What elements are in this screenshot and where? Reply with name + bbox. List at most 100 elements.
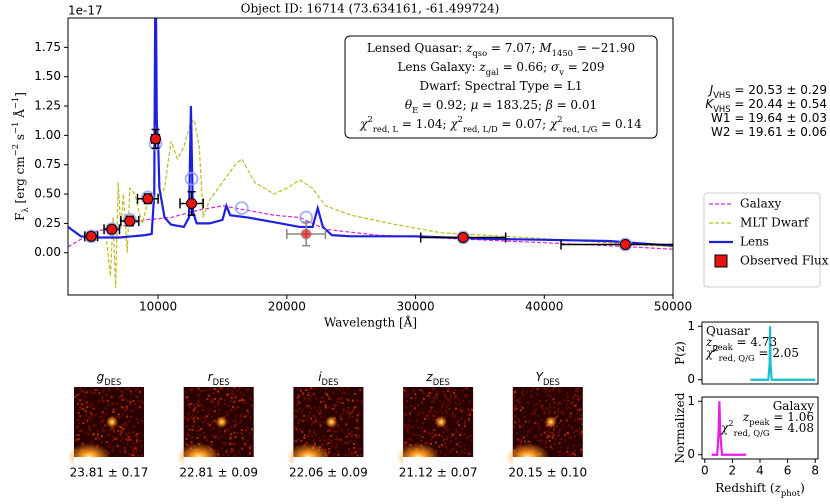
noise — [199, 403, 202, 406]
noise — [94, 437, 97, 440]
annotation-line: χ2red, L = 1.04; χ2red, L/D = 0.07; χ2re… — [359, 114, 642, 134]
noise — [444, 445, 447, 448]
noise — [445, 438, 448, 441]
noise — [80, 398, 83, 401]
noise — [408, 412, 411, 415]
noise — [536, 393, 539, 396]
noise — [96, 435, 99, 438]
noise — [296, 388, 299, 391]
x-axis-label-part: phot — [781, 488, 801, 498]
noise — [241, 447, 244, 450]
noise — [139, 406, 142, 409]
noise — [457, 431, 460, 434]
noise — [435, 393, 438, 396]
noise — [234, 420, 237, 423]
noise — [407, 431, 410, 434]
noise — [337, 450, 340, 453]
noise — [441, 411, 444, 414]
noise — [414, 393, 417, 396]
noise — [569, 412, 572, 415]
noise — [422, 392, 425, 395]
noise — [558, 422, 561, 425]
noise — [314, 397, 317, 400]
noise — [240, 432, 243, 435]
noise — [213, 435, 216, 438]
noise — [557, 407, 560, 410]
noise — [515, 407, 518, 410]
noise — [307, 405, 310, 408]
noise — [470, 434, 473, 437]
y-tick-label: 0.75 — [34, 157, 61, 171]
noise — [533, 403, 536, 406]
annotation-line-part: M — [538, 41, 552, 55]
noise — [135, 433, 138, 436]
noise — [186, 396, 189, 399]
noise — [432, 388, 435, 391]
noise — [345, 442, 348, 445]
noise — [356, 419, 359, 422]
noise — [217, 390, 220, 393]
y-tick-label: 1.25 — [34, 99, 61, 113]
noise — [548, 403, 551, 406]
noise — [465, 387, 468, 390]
observed-point — [150, 133, 162, 145]
noise — [559, 419, 562, 422]
noise — [530, 389, 533, 392]
noise — [350, 430, 353, 433]
annotation-line-part: 2 — [557, 114, 562, 124]
noise — [404, 441, 407, 444]
noise — [121, 436, 124, 439]
noise — [242, 399, 245, 402]
noise — [454, 415, 457, 418]
noise — [227, 454, 230, 457]
band-label-part: r — [208, 370, 214, 384]
noise — [112, 436, 115, 439]
noise — [438, 445, 441, 448]
noise — [450, 449, 453, 452]
noise — [522, 389, 525, 392]
noise — [130, 446, 133, 449]
noise — [78, 399, 81, 402]
noise — [327, 442, 330, 445]
noise — [100, 399, 103, 402]
noise — [328, 395, 331, 398]
noise — [225, 410, 228, 413]
noise — [560, 446, 563, 449]
noise — [312, 421, 315, 424]
noise — [298, 408, 301, 411]
noise — [192, 424, 195, 427]
noise — [429, 432, 432, 435]
noise — [464, 448, 467, 451]
noise — [188, 418, 191, 421]
annotation-line-part: χ — [549, 117, 558, 131]
noise — [197, 387, 200, 390]
noise — [202, 389, 205, 392]
noise — [458, 403, 461, 406]
noise — [449, 451, 452, 454]
noise — [183, 416, 186, 419]
noise — [303, 436, 306, 439]
noise — [348, 416, 351, 419]
axes-frame — [701, 396, 819, 460]
noise — [518, 424, 521, 427]
panel-annotation-part: = 4.08 — [770, 421, 814, 435]
magnitude: 20.15 ± 0.10 — [508, 466, 587, 480]
annotation-line-part: χ — [449, 117, 458, 131]
noise — [207, 394, 210, 397]
noise — [436, 415, 439, 418]
noise — [301, 419, 304, 422]
noise — [109, 443, 112, 446]
x-axis-label-part: ) — [800, 481, 805, 495]
noise — [322, 421, 325, 424]
noise — [117, 416, 120, 419]
legend-label: Galaxy — [740, 197, 782, 211]
noise — [574, 435, 577, 438]
noise — [94, 388, 97, 391]
noise — [356, 417, 359, 420]
noise — [455, 437, 458, 440]
noise — [86, 419, 89, 422]
noise — [331, 434, 334, 437]
noise — [126, 399, 129, 402]
noise — [569, 415, 572, 418]
noise — [546, 434, 549, 437]
